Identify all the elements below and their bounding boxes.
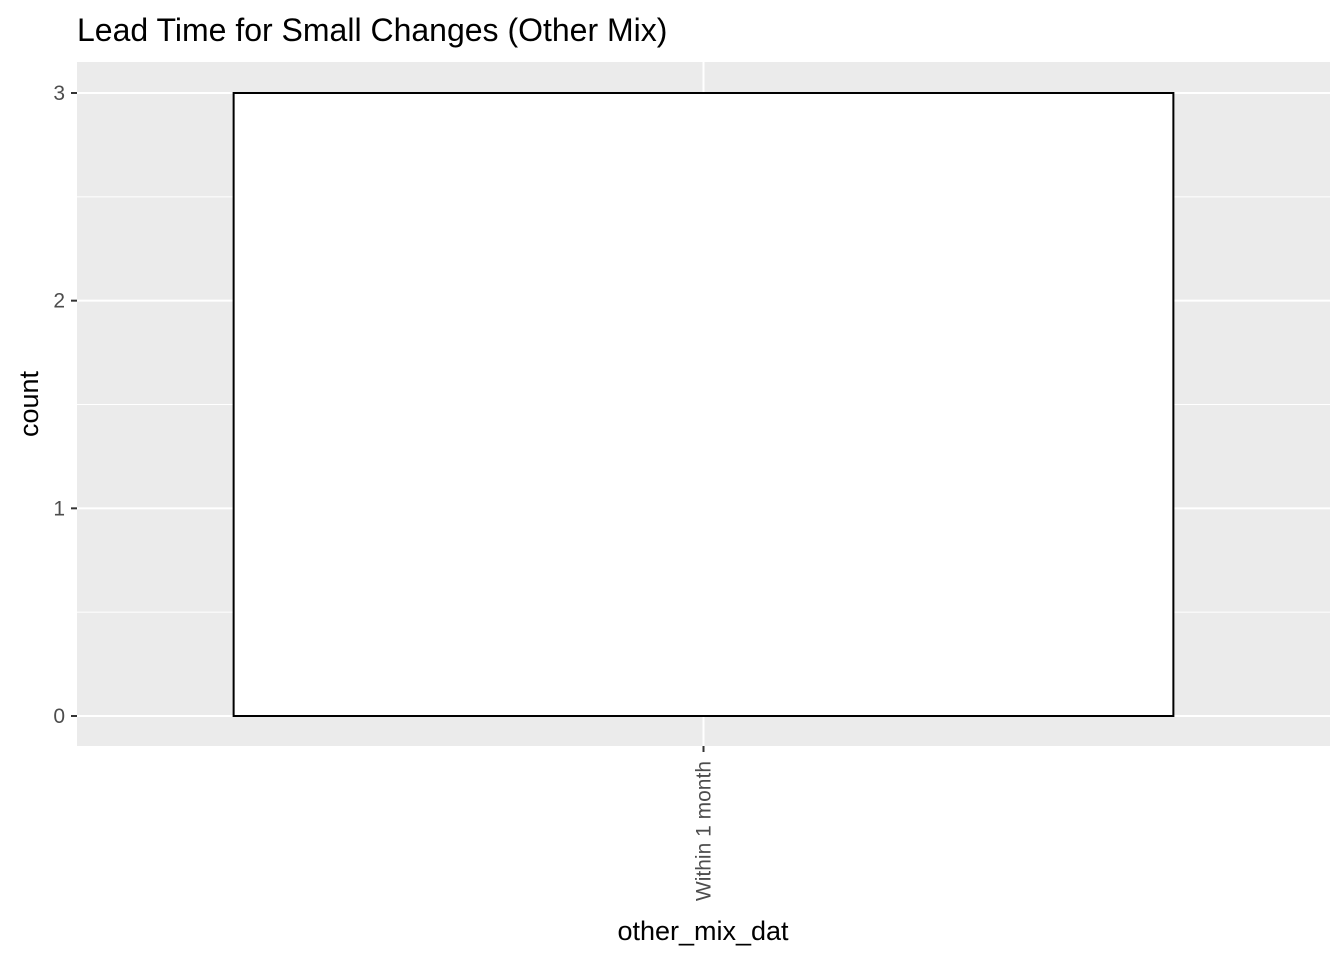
y-tick-label: 2 — [53, 290, 65, 313]
y-axis-ticks: 0 1 2 3 — [53, 82, 77, 728]
chart-title: Lead Time for Small Changes (Other Mix) — [77, 12, 667, 48]
x-tick-label: Within 1 month — [693, 761, 716, 901]
x-axis-ticks: Within 1 month — [693, 746, 716, 901]
y-tick-label: 0 — [53, 705, 65, 728]
x-axis-title: other_mix_dat — [617, 916, 789, 946]
y-axis-title: count — [14, 370, 44, 437]
y-tick-label: 1 — [53, 497, 65, 520]
y-tick-label: 3 — [53, 82, 65, 105]
bar — [232, 92, 1175, 717]
bars — [232, 92, 1175, 717]
